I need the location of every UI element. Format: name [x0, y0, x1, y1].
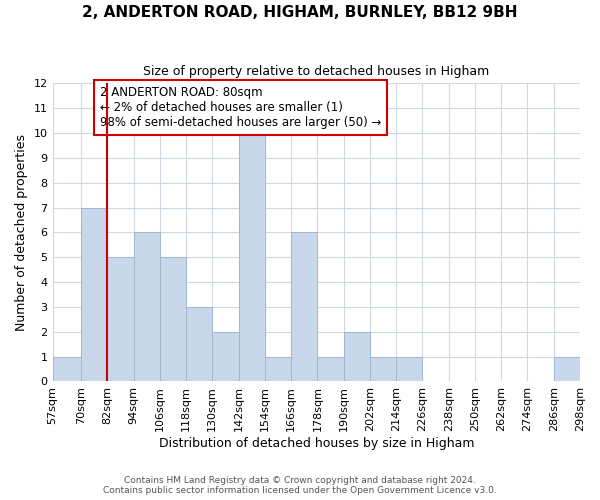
Bar	[291, 232, 317, 382]
Y-axis label: Number of detached properties: Number of detached properties	[15, 134, 28, 331]
Bar	[265, 356, 291, 382]
Bar	[344, 332, 370, 382]
Bar	[53, 356, 81, 382]
X-axis label: Distribution of detached houses by size in Higham: Distribution of detached houses by size …	[158, 437, 474, 450]
Text: 2, ANDERTON ROAD, HIGHAM, BURNLEY, BB12 9BH: 2, ANDERTON ROAD, HIGHAM, BURNLEY, BB12 …	[82, 5, 518, 20]
Title: Size of property relative to detached houses in Higham: Size of property relative to detached ho…	[143, 65, 490, 78]
Bar	[396, 356, 422, 382]
Bar	[134, 232, 160, 382]
Bar	[160, 257, 186, 382]
Bar	[107, 257, 134, 382]
Bar	[554, 356, 580, 382]
Text: 2 ANDERTON ROAD: 80sqm
← 2% of detached houses are smaller (1)
98% of semi-detac: 2 ANDERTON ROAD: 80sqm ← 2% of detached …	[100, 86, 382, 130]
Bar	[370, 356, 396, 382]
Bar	[81, 208, 107, 382]
Bar	[317, 356, 344, 382]
Text: Contains HM Land Registry data © Crown copyright and database right 2024.
Contai: Contains HM Land Registry data © Crown c…	[103, 476, 497, 495]
Bar	[186, 307, 212, 382]
Bar	[212, 332, 239, 382]
Bar	[239, 133, 265, 382]
